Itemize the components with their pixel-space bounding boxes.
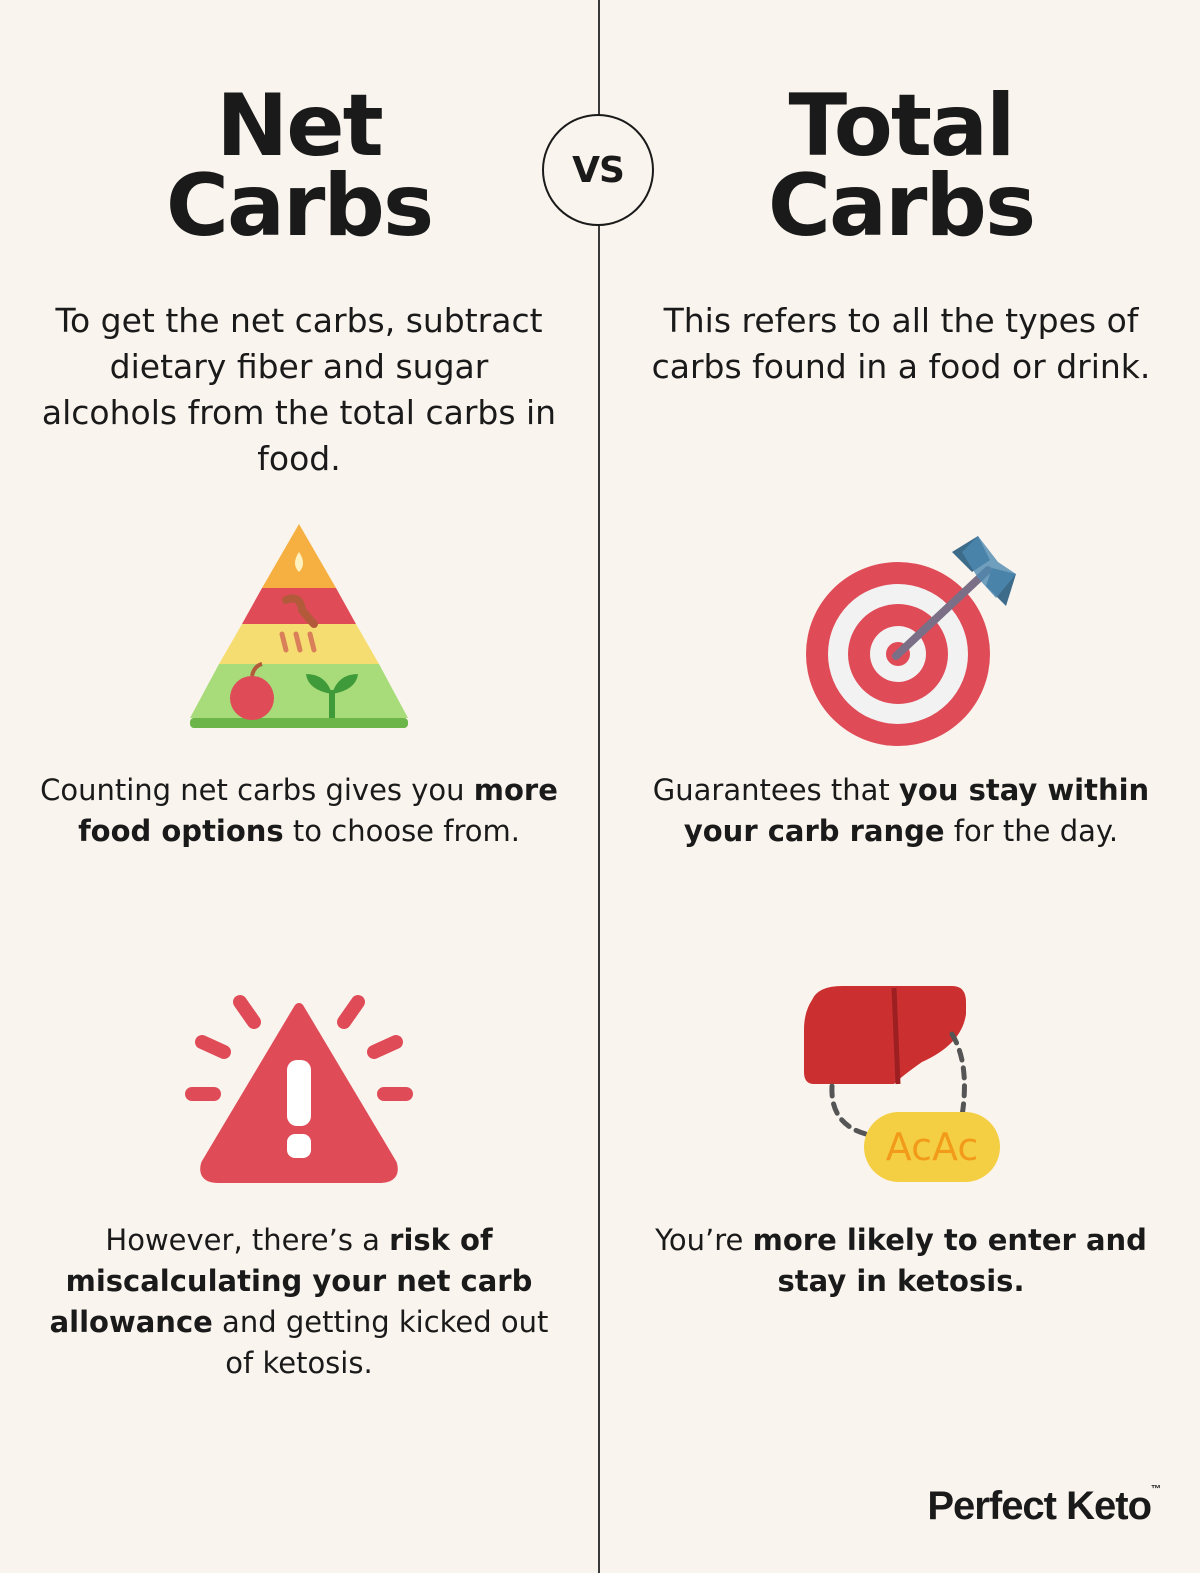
vs-badge: VS [542, 114, 654, 226]
title-line-1: Total [788, 76, 1016, 176]
total-carbs-ketosis: You’re more likely to enter and stay in … [655, 1223, 1147, 1298]
perfect-keto-logo: Perfect Keto™ [927, 1484, 1161, 1528]
total-carbs-benefit: Guarantees that you stay within your car… [652, 773, 1150, 848]
total-carbs-column: Total Carbs This refers to all the types… [602, 0, 1200, 1573]
title-line-2: Carbs [767, 156, 1036, 256]
total-carbs-description: This refers to all the types of carbs fo… [651, 301, 1151, 386]
center-divider [598, 0, 600, 1573]
net-carbs-column: Net Carbs To get the net carbs, subtract… [0, 0, 598, 1573]
title-line-2: Carbs [165, 156, 434, 256]
ketone-label: AcAc [886, 1125, 978, 1169]
net-carbs-risk: However, there’s a risk of miscalculatin… [49, 1223, 549, 1380]
target-arrow-icon [806, 536, 1016, 746]
title-line-1: Net [216, 76, 383, 176]
warning-alert-icon [185, 995, 413, 1183]
net-carbs-description: To get the net carbs, subtract dietary f… [41, 301, 557, 478]
net-carbs-title: Net Carbs [0, 76, 598, 256]
net-carbs-benefit: Counting net carbs gives you more food o… [40, 773, 558, 848]
food-pyramid-icon [190, 524, 408, 728]
total-carbs-title: Total Carbs [602, 76, 1200, 256]
liver-ketone-icon: AcAc [804, 986, 1000, 1182]
